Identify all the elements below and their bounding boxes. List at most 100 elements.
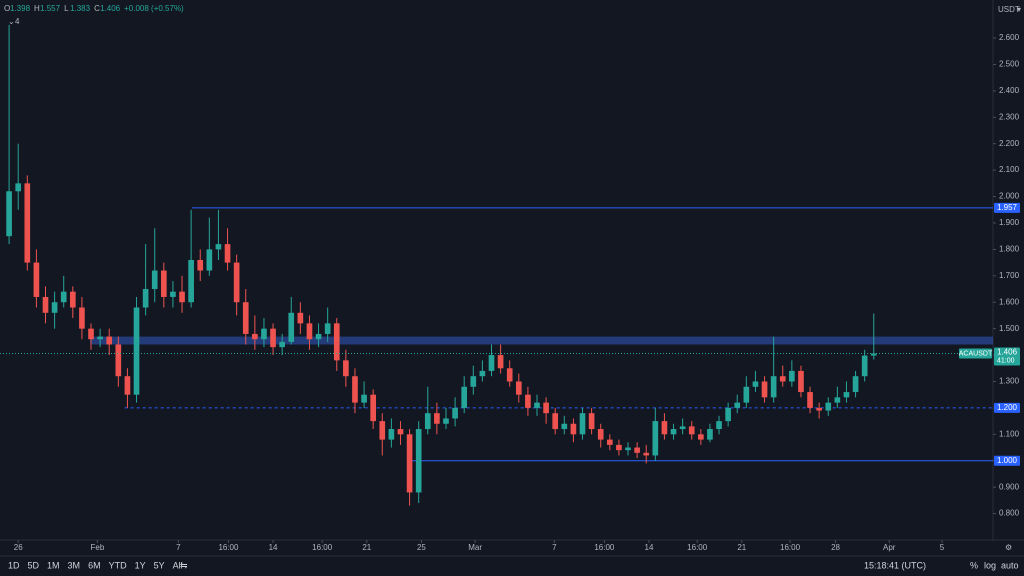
candle-body: [343, 360, 349, 377]
candle-body: [825, 402, 832, 411]
candle-body: [588, 413, 595, 430]
candle-body: [634, 447, 640, 453]
candle-body: [752, 381, 759, 387]
range-button[interactable]: YTD: [109, 560, 128, 570]
candle-body: [252, 333, 258, 340]
candle-body: [206, 249, 213, 271]
y-tick-label: 1.500: [999, 324, 1020, 333]
currency-label[interactable]: USDT: [998, 5, 1020, 14]
candle-body: [42, 296, 49, 313]
x-tick-label: 16:00: [780, 543, 801, 552]
candle-body: [142, 289, 149, 308]
candle-body: [870, 353, 877, 356]
y-tick-label: 1.100: [999, 429, 1020, 438]
candle-body: [543, 402, 549, 414]
change-label: +0.008 (+0.57%): [124, 4, 184, 13]
percent-toggle[interactable]: %: [970, 560, 978, 570]
candle-body: [479, 370, 486, 377]
price-line-label: 1.000: [997, 456, 1018, 465]
y-tick-label: 2.100: [999, 165, 1020, 174]
candle-body: [151, 270, 158, 290]
candle-body: [224, 244, 231, 263]
currency-caret[interactable]: ▾: [1017, 5, 1021, 14]
candle-body: [816, 407, 822, 411]
x-tick-label: 14: [269, 543, 278, 552]
candle-body: [734, 402, 741, 408]
candle-body: [761, 381, 768, 398]
range-button[interactable]: 1Y: [135, 560, 146, 570]
ohlc-value: 1.398: [10, 4, 31, 13]
range-button[interactable]: 1M: [47, 560, 60, 570]
auto-toggle[interactable]: auto: [1001, 560, 1019, 570]
indicator-toggle[interactable]: ⌄: [8, 17, 15, 26]
ohlc-value: 1.406: [100, 4, 121, 13]
price-line-badge: [994, 455, 1020, 466]
candle-body: [834, 397, 841, 403]
compare-icon[interactable]: ⇋: [180, 560, 188, 570]
candle-body: [188, 259, 194, 303]
settings-icon[interactable]: ⚙: [1005, 543, 1012, 552]
candle-body: [525, 394, 531, 408]
range-button[interactable]: 6M: [88, 560, 101, 570]
last-price-label: 1.406: [997, 348, 1018, 357]
candle-body: [388, 429, 395, 440]
candle-body: [461, 386, 468, 408]
candle-body: [625, 447, 631, 451]
log-toggle[interactable]: log: [984, 560, 996, 570]
candle-body: [515, 381, 522, 395]
candle-body: [69, 291, 76, 308]
candle-body: [6, 191, 12, 237]
candle-body: [424, 413, 431, 430]
candle-body: [415, 429, 422, 493]
last-price-badge: [994, 347, 1020, 366]
candle-body: [124, 376, 131, 395]
candle-body: [725, 407, 731, 422]
candle-body: [679, 426, 686, 430]
candle-body: [179, 291, 185, 303]
x-tick-label: Mar: [468, 543, 482, 552]
candle-body: [743, 386, 750, 403]
candle-body: [770, 376, 777, 398]
candle-body: [106, 336, 113, 345]
candle-body: [33, 262, 40, 297]
x-tick-label: 7: [176, 543, 181, 552]
ohlc-value: 1.557: [40, 4, 61, 13]
candle-body: [452, 407, 458, 419]
ohlc-letter: O: [4, 4, 10, 13]
candle-body: [716, 421, 722, 430]
candle-body: [261, 328, 267, 340]
candle-body: [616, 444, 622, 451]
clock: 15:18:41 (UTC): [864, 560, 926, 570]
candle-body: [579, 413, 586, 435]
price-line-label: 1.957: [997, 203, 1018, 212]
candle-body: [843, 392, 850, 398]
x-tick-label: 14: [645, 543, 654, 552]
x-tick-label: 5: [940, 543, 945, 552]
candle-body: [60, 291, 67, 303]
range-button[interactable]: 5Y: [154, 560, 165, 570]
symbol-label: ACAUSDT: [959, 350, 993, 357]
x-tick-label: 16:00: [312, 543, 333, 552]
range-button[interactable]: 1D: [8, 560, 20, 570]
candle-body: [552, 413, 559, 430]
y-tick-label: 2.300: [999, 112, 1020, 121]
price-line-label: 1.200: [997, 403, 1018, 412]
y-tick-label: 2.000: [999, 192, 1020, 201]
candle-body: [670, 429, 677, 435]
symbol-badge: [959, 348, 992, 359]
candle-body: [361, 394, 367, 403]
range-button[interactable]: 5D: [28, 560, 40, 570]
indicator-count[interactable]: 4: [15, 17, 20, 26]
candle-body: [15, 183, 22, 192]
candle-body: [315, 333, 322, 340]
candle-body: [779, 376, 786, 382]
y-tick-label: 1.300: [999, 377, 1020, 386]
x-tick-label: 16:00: [687, 543, 708, 552]
y-tick-label: 1.900: [999, 218, 1020, 227]
candle-body: [861, 355, 868, 377]
range-button[interactable]: 3M: [68, 560, 81, 570]
range-button[interactable]: All: [173, 560, 183, 570]
x-tick-label: Apr: [883, 543, 896, 552]
candle-body: [161, 270, 167, 297]
